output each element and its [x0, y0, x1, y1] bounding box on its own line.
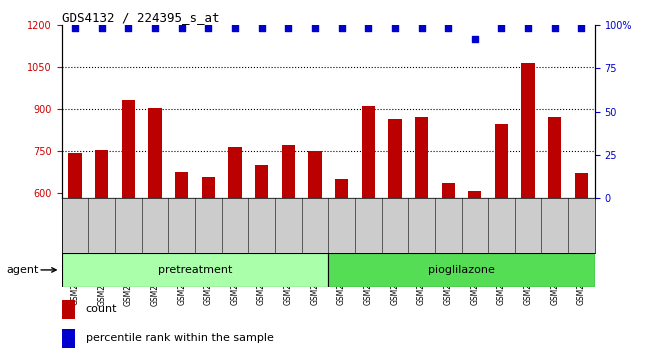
Bar — [95, 150, 109, 354]
Point — [150, 25, 161, 31]
Bar — [308, 151, 322, 354]
Bar — [62, 329, 75, 348]
Point — [230, 25, 240, 31]
Point — [417, 25, 427, 31]
Bar — [62, 253, 328, 287]
Text: GDS4132 / 224395_s_at: GDS4132 / 224395_s_at — [62, 11, 219, 24]
Bar — [415, 117, 428, 354]
Bar — [255, 165, 268, 354]
Point — [469, 36, 480, 41]
Text: pioglilazone: pioglilazone — [428, 265, 495, 275]
Bar — [328, 253, 595, 287]
Bar — [281, 145, 295, 354]
Point — [310, 25, 320, 31]
Bar — [495, 124, 508, 354]
Point — [443, 25, 454, 31]
Point — [577, 25, 587, 31]
Text: pretreatment: pretreatment — [158, 265, 232, 275]
Text: percentile rank within the sample: percentile rank within the sample — [86, 333, 274, 343]
Point — [283, 25, 294, 31]
Point — [177, 25, 187, 31]
Point — [523, 25, 533, 31]
Bar — [148, 108, 162, 354]
Bar — [68, 154, 82, 354]
Bar — [575, 173, 588, 354]
Bar — [361, 106, 375, 354]
Point — [337, 25, 347, 31]
Bar — [521, 63, 535, 354]
Bar — [202, 177, 215, 354]
Bar — [122, 100, 135, 354]
Text: agent: agent — [6, 265, 39, 275]
Bar — [388, 119, 402, 354]
Bar — [548, 117, 562, 354]
Bar — [62, 300, 75, 319]
Text: count: count — [86, 304, 117, 314]
Point — [550, 25, 560, 31]
Bar — [175, 172, 188, 354]
Bar — [228, 147, 242, 354]
Point — [96, 25, 107, 31]
Bar — [441, 183, 455, 354]
Bar — [468, 191, 482, 354]
Point — [124, 25, 134, 31]
Bar — [335, 179, 348, 354]
Point — [256, 25, 267, 31]
Point — [497, 25, 507, 31]
Point — [203, 25, 213, 31]
Point — [390, 25, 400, 31]
Point — [363, 25, 373, 31]
Point — [70, 25, 81, 31]
